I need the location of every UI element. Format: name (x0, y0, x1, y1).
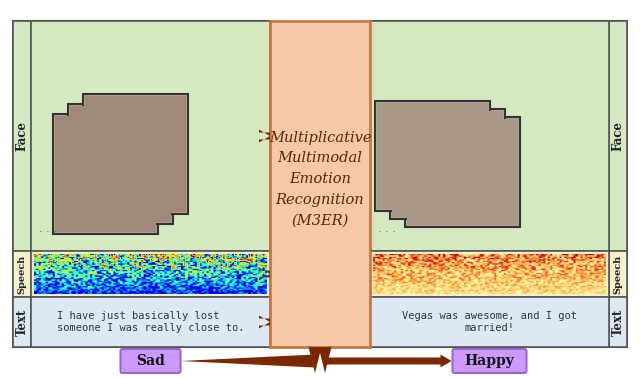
Polygon shape (259, 315, 270, 329)
Bar (85, 96, 186, 212)
Bar (370, 297, 609, 347)
Text: Speech: Speech (614, 254, 623, 294)
Polygon shape (308, 347, 321, 373)
Bar (609, 297, 627, 347)
Bar (390, 109, 505, 219)
Text: Happy: Happy (465, 354, 515, 368)
Bar (13, 297, 31, 347)
Bar (31, 21, 270, 251)
FancyBboxPatch shape (452, 349, 527, 373)
Bar (370, 21, 609, 251)
Text: Text: Text (15, 308, 29, 336)
Bar (31, 297, 270, 347)
Bar (68, 104, 173, 224)
FancyBboxPatch shape (120, 349, 180, 373)
Polygon shape (259, 268, 270, 280)
Bar (13, 21, 31, 251)
Bar (70, 106, 171, 222)
Text: Speech: Speech (17, 254, 26, 294)
Polygon shape (319, 347, 332, 373)
Bar (375, 101, 490, 211)
Text: Vegas was awesome, and I got
married!: Vegas was awesome, and I got married! (402, 311, 577, 333)
Text: Face: Face (15, 121, 29, 151)
Text: Sad: Sad (136, 354, 165, 368)
Bar (13, 251, 31, 297)
Polygon shape (259, 130, 270, 143)
Bar (370, 251, 609, 297)
Bar (370, 21, 627, 347)
Text: . . .: . . . (39, 224, 57, 234)
Bar (405, 117, 520, 227)
Bar (31, 251, 270, 297)
Text: Multiplicative
Multimodal
Emotion
Recognition
(M3ER): Multiplicative Multimodal Emotion Recogn… (269, 131, 371, 227)
Bar (407, 119, 518, 225)
Bar (55, 116, 156, 232)
Bar (377, 103, 488, 209)
Polygon shape (325, 354, 451, 368)
Bar (13, 21, 270, 347)
Bar (270, 21, 370, 347)
Text: I have just basically lost
someone I was really close to.: I have just basically lost someone I was… (57, 311, 244, 333)
Bar (609, 251, 627, 297)
Bar (53, 114, 158, 234)
Bar (83, 94, 188, 214)
Text: Face: Face (611, 121, 625, 151)
Bar (609, 21, 627, 251)
Text: . . .: . . . (378, 224, 396, 234)
Bar (392, 111, 503, 217)
Text: Text: Text (611, 308, 625, 336)
Polygon shape (180, 354, 315, 368)
